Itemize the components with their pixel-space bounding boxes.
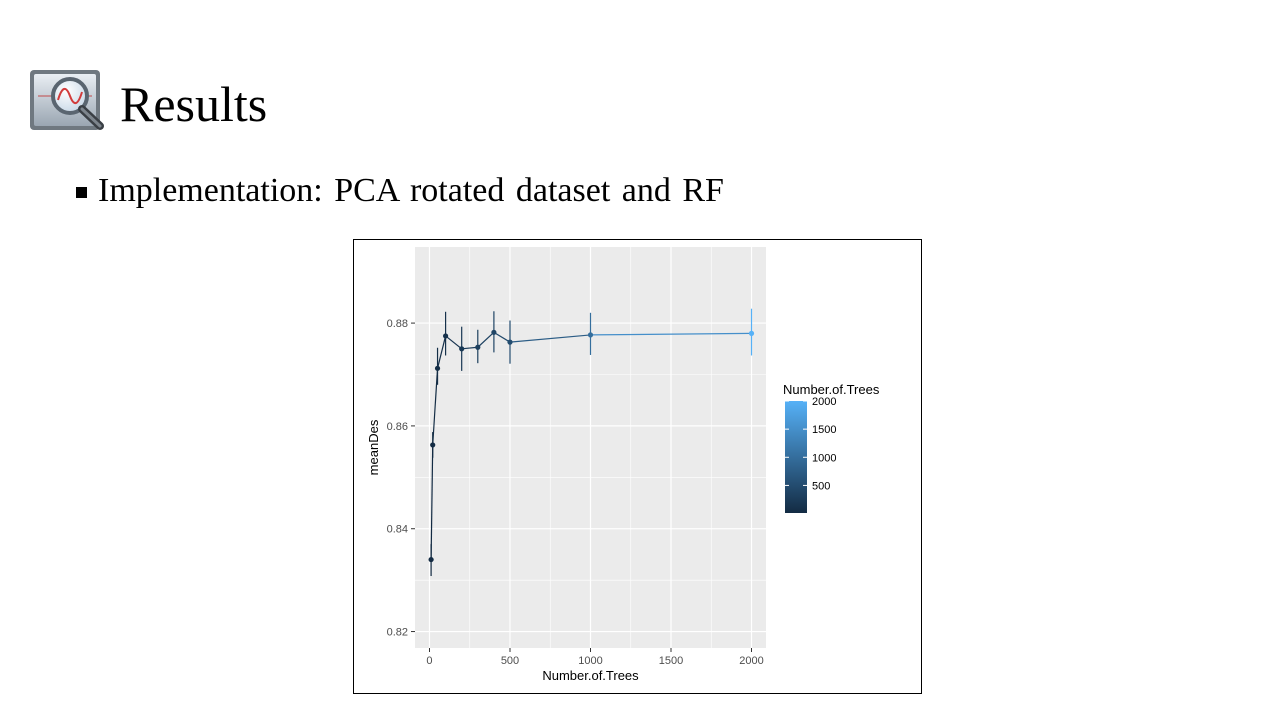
x-tick-label: 2000 xyxy=(739,655,763,667)
data-point xyxy=(434,365,441,371)
x-tick-label: 1500 xyxy=(659,655,683,667)
bullet-item: Implementation: PCA rotated dataset and … xyxy=(76,170,724,212)
x-tick-label: 0 xyxy=(426,655,432,667)
series-line-segment xyxy=(461,346,478,350)
chart-frame: 0 500 1000 1500 2000 0.82 0.84 0.86 0.88 Number.o… xyxy=(353,239,922,694)
series-line-segment xyxy=(445,335,463,350)
series-line-segment xyxy=(432,368,439,445)
data-point xyxy=(491,329,497,335)
data-point xyxy=(507,339,513,345)
data-point xyxy=(587,332,594,338)
bullet-text: Implementation: PCA rotated dataset and … xyxy=(98,172,724,209)
series-line-segment xyxy=(509,334,591,343)
legend-label: 1500 xyxy=(812,424,836,436)
series-line-segment xyxy=(477,331,495,348)
data-point xyxy=(475,344,481,350)
y-tick-label: 0.88 xyxy=(387,318,408,330)
legend-label: 1000 xyxy=(812,452,836,464)
magnifier-graph-icon xyxy=(28,66,112,138)
y-tick-label: 0.84 xyxy=(387,524,408,536)
legend-colorbar xyxy=(785,401,807,513)
y-tick-label: 0.86 xyxy=(387,421,408,433)
y-axis-title: meanDes xyxy=(366,419,381,475)
x-tick-label: 500 xyxy=(501,655,519,667)
x-tick-label: 1000 xyxy=(578,655,602,667)
x-axis-title: Number.of.Trees xyxy=(542,668,639,683)
data-point xyxy=(442,333,449,339)
y-tick-label: 0.82 xyxy=(387,627,408,639)
bullet-square-icon xyxy=(76,186,87,198)
series-line-segment xyxy=(493,331,511,343)
series-line-segment xyxy=(590,332,752,336)
series-line-segment xyxy=(436,335,447,369)
data-point xyxy=(748,330,755,336)
data-point xyxy=(428,556,434,563)
chart: 0 500 1000 1500 2000 0.82 0.84 0.86 0.88 Number.o… xyxy=(366,247,880,683)
legend-label: 500 xyxy=(812,480,830,492)
slide-title: Results xyxy=(120,76,268,132)
series-line-segment xyxy=(430,444,434,560)
data-point xyxy=(430,442,436,448)
legend-label: 2000 xyxy=(812,396,836,408)
data-point xyxy=(459,346,465,352)
legend-title: Number.of.Trees xyxy=(783,382,880,397)
